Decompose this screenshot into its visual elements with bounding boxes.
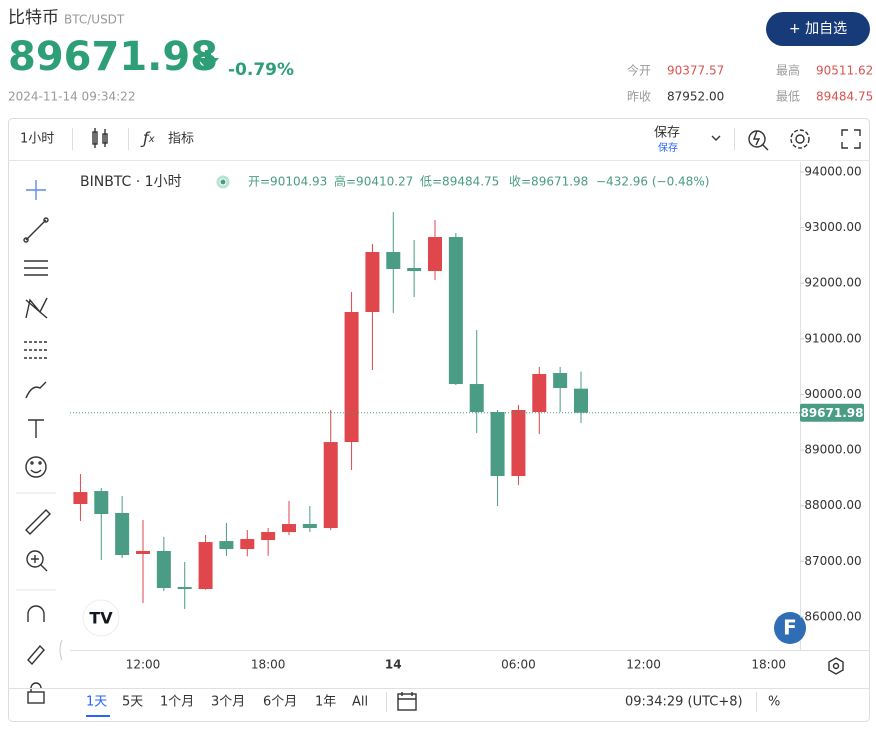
candle-icon[interactable]	[92, 128, 108, 148]
calendar-icon[interactable]	[397, 692, 417, 711]
candle-body	[344, 312, 359, 443]
percent-toggle[interactable]: %	[768, 695, 780, 710]
candle-body	[574, 388, 588, 413]
candle-body	[469, 384, 484, 413]
last-price-label: 89671.98	[800, 406, 863, 420]
settings-icon[interactable]	[790, 129, 810, 149]
legend-value: −432.96 (−0.48%)	[596, 175, 709, 189]
x-tick-label: 12:00	[126, 658, 161, 672]
range-button[interactable]: All	[352, 695, 368, 710]
legend-value: 高=90410.27	[334, 174, 413, 189]
save[interactable]: 保存	[654, 126, 680, 141]
time: 2024-11-14 09:34:22	[8, 90, 135, 104]
y-tick-label: 92000.00	[804, 276, 861, 290]
candle-body	[302, 524, 317, 529]
symbol: BTC/USDT	[64, 13, 125, 27]
candle-body	[282, 524, 296, 533]
stat-value: 87952.00	[667, 90, 724, 104]
candle-body	[323, 442, 338, 529]
f-badge[interactable]	[774, 612, 806, 644]
range-button[interactable]: 1个月	[160, 695, 194, 710]
candle-body	[428, 237, 442, 272]
y-tick-label: 90000.00	[804, 387, 861, 401]
candle-body	[448, 237, 463, 385]
x-tick-label: 06:00	[501, 658, 536, 672]
range-button[interactable]: 3个月	[211, 695, 245, 710]
y-tick-label: 87000.00	[804, 554, 861, 568]
watch-button-label[interactable]: + 加自选	[789, 21, 847, 37]
last-price-tag	[800, 403, 864, 422]
stat-value: 90511.62	[816, 64, 873, 78]
legend-title: BINBTC · 1小时	[80, 174, 182, 190]
alert-icon[interactable]	[748, 130, 769, 151]
change: -0.79%	[228, 60, 294, 80]
stat-value: 90377.57	[667, 64, 724, 78]
y-tick-label: 91000.00	[804, 331, 861, 345]
x-tick-label: 12:00	[626, 658, 661, 672]
fx-icon[interactable]: ƒx	[140, 129, 155, 148]
chart-frame	[8, 118, 870, 722]
candle-body	[240, 539, 255, 550]
drawing-tools[interactable]	[23, 180, 51, 704]
candle-body	[177, 587, 192, 590]
candle-body	[511, 410, 526, 477]
down-arrow	[197, 50, 219, 70]
stat-label: 昨收	[627, 90, 651, 104]
save-sub[interactable]: 保存	[658, 141, 678, 154]
candle-body	[553, 373, 568, 389]
fullscreen-icon[interactable]	[841, 129, 861, 149]
candle-body	[136, 550, 150, 555]
candle-body	[115, 513, 130, 556]
candle-body	[73, 492, 88, 505]
clock: 09:34:29 (UTC+8)	[625, 695, 743, 710]
candle-body	[94, 491, 109, 515]
candle-body	[219, 541, 234, 550]
candle-body	[198, 542, 213, 590]
price: 89671.98	[8, 34, 218, 80]
watch-button[interactable]	[766, 12, 870, 46]
range-button[interactable]: 5天	[122, 695, 143, 710]
axis-settings-core	[832, 662, 840, 670]
x-tick-label: 14	[385, 658, 402, 672]
stat-label: 今开	[627, 63, 651, 78]
chevron[interactable]	[711, 135, 721, 141]
legend-value: 收=89671.98	[509, 175, 588, 189]
candle-body	[156, 550, 171, 589]
y-tick-label: 94000.00	[804, 165, 861, 179]
candle-body	[261, 532, 276, 541]
legend-value: 低=89484.75	[420, 175, 499, 189]
candle-body	[532, 374, 547, 413]
tv-logo-mark[interactable]: TV	[89, 609, 113, 628]
candle-body	[407, 268, 422, 272]
y-tick-label: 93000.00	[804, 220, 861, 234]
collapse-handle[interactable]	[59, 639, 63, 661]
interval[interactable]: 1小时	[20, 132, 54, 147]
candle-body	[365, 251, 380, 313]
title: 比特币	[8, 8, 59, 28]
f-badge-mark[interactable]: F	[783, 616, 797, 640]
axis-settings[interactable]	[828, 657, 844, 675]
indicators[interactable]: 指标	[168, 132, 194, 147]
stat-value: 89484.75	[816, 90, 873, 104]
candle-body	[386, 251, 401, 270]
candle-body	[490, 412, 505, 477]
y-tick-label: 88000.00	[804, 498, 861, 512]
y-tick-label: 86000.00	[804, 609, 861, 623]
y-tick-label: 89000.00	[804, 443, 861, 457]
range-button[interactable]: 1年	[315, 695, 336, 710]
range-button[interactable]: 1天	[86, 695, 107, 710]
stat-label: 最高	[776, 63, 800, 78]
range-button[interactable]: 6个月	[263, 695, 297, 710]
status-dot-core	[220, 179, 226, 185]
x-tick-label: 18:00	[751, 658, 786, 672]
x-tick-label: 18:00	[251, 658, 286, 672]
stat-label: 最低	[776, 90, 800, 104]
legend-value: 开=90104.93	[248, 175, 327, 189]
tv-logo[interactable]	[82, 599, 120, 637]
